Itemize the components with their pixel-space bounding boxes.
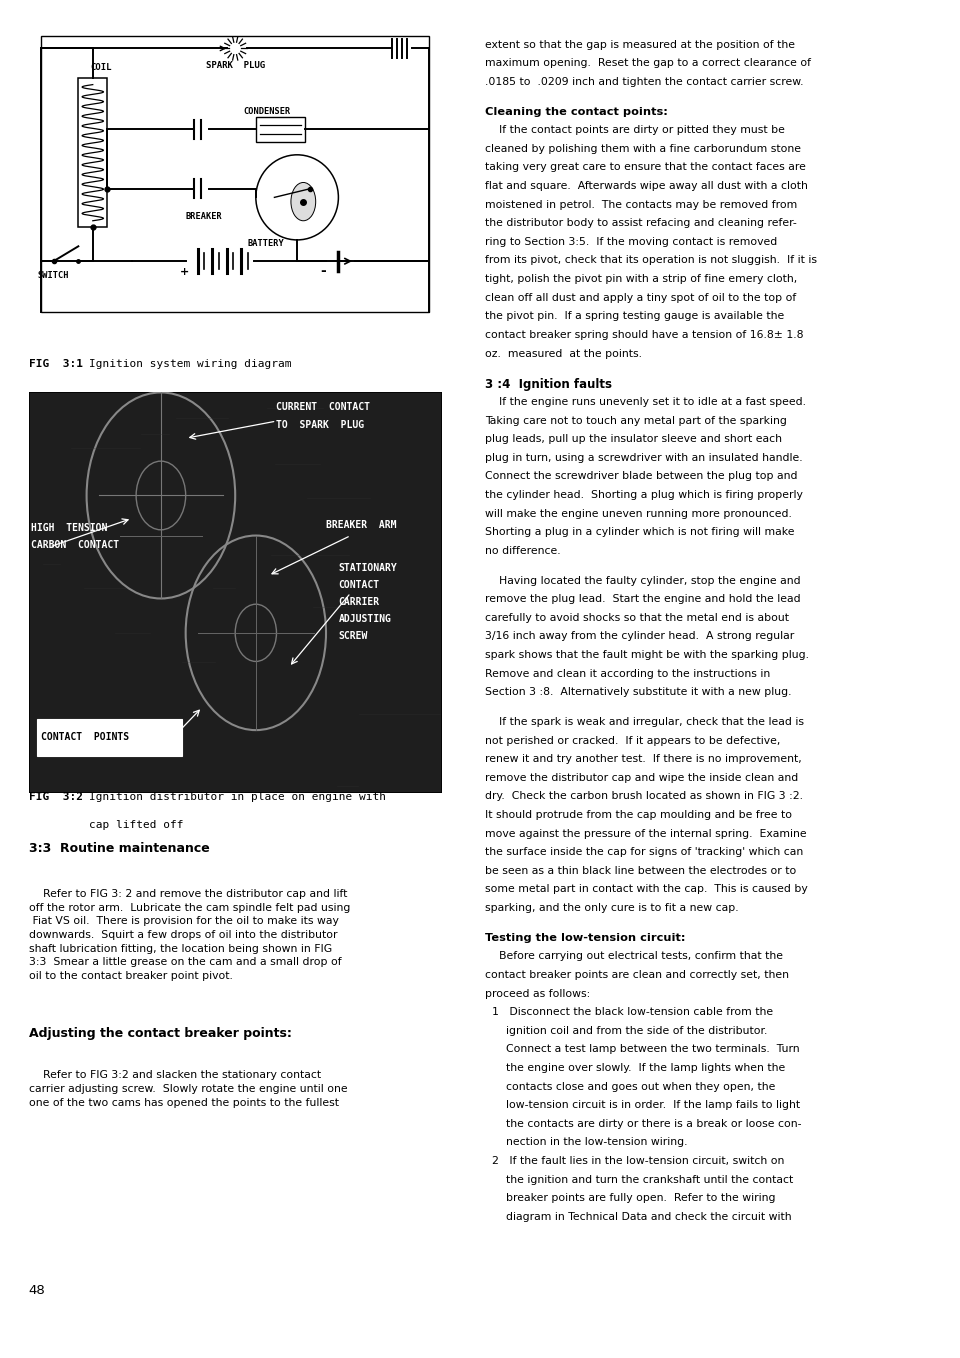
Ellipse shape [291,182,316,221]
Text: 3/16 inch away from the cylinder head.  A strong regular: 3/16 inch away from the cylinder head. A… [485,631,794,641]
Text: nection in the low-tension wiring.: nection in the low-tension wiring. [485,1138,687,1148]
Text: the pivot pin.  If a spring testing gauge is available the: the pivot pin. If a spring testing gauge… [485,311,784,322]
Text: cleaned by polishing them with a fine carborundum stone: cleaned by polishing them with a fine ca… [485,144,801,153]
Text: plug leads, pull up the insulator sleeve and short each: plug leads, pull up the insulator sleeve… [485,435,781,444]
Text: Remove and clean it according to the instructions in: Remove and clean it according to the ins… [485,668,770,679]
Text: CARRIER: CARRIER [339,598,379,607]
Text: remove the distributor cap and wipe the inside clean and: remove the distributor cap and wipe the … [485,773,798,782]
Text: 48: 48 [29,1283,45,1297]
Text: no difference.: no difference. [485,546,561,555]
Text: If the spark is weak and irregular, check that the lead is: If the spark is weak and irregular, chec… [485,717,804,727]
Text: contact breaker spring should have a tension of 16.8± 1.8: contact breaker spring should have a ten… [485,330,804,340]
Text: Ignition distributor in place on engine with: Ignition distributor in place on engine … [88,792,386,801]
Text: sparking, and the only cure is to fit a new cap.: sparking, and the only cure is to fit a … [485,903,738,913]
Text: contacts close and goes out when they open, the: contacts close and goes out when they op… [485,1082,775,1092]
Text: some metal part in contact with the cap.  This is caused by: some metal part in contact with the cap.… [485,884,807,895]
Text: move against the pressure of the internal spring.  Examine: move against the pressure of the interna… [485,828,806,839]
Text: diagram in Technical Data and check the circuit with: diagram in Technical Data and check the … [485,1211,791,1222]
Text: COIL: COIL [90,62,112,72]
Bar [255,117,305,143]
Text: Refer to FIG 3: 2 and remove the distributor cap and lift
off the rotor arm.  Lu: Refer to FIG 3: 2 and remove the distrib… [29,889,350,980]
Text: CONTACT  POINTS: CONTACT POINTS [41,732,130,743]
Text: ring to Section 3:5.  If the moving contact is removed: ring to Section 3:5. If the moving conta… [485,236,777,247]
Text: If the engine runs unevenly set it to idle at a fast speed.: If the engine runs unevenly set it to id… [485,397,805,407]
Text: contact breaker points are clean and correctly set, then: contact breaker points are clean and cor… [485,970,789,980]
Text: BREAKER  ARM: BREAKER ARM [326,520,396,530]
Text: tight, polish the pivot pin with a strip of fine emery cloth,: tight, polish the pivot pin with a strip… [485,274,797,284]
Text: Adjusting the contact breaker points:: Adjusting the contact breaker points: [29,1027,292,1040]
Text: will make the engine uneven running more pronounced.: will make the engine uneven running more… [485,508,792,519]
Text: 3 :4  Ignition faults: 3 :4 Ignition faults [485,379,612,391]
Text: FIG  3:1: FIG 3:1 [29,359,83,368]
Text: CARBON  CONTACT: CARBON CONTACT [31,540,119,550]
Text: TO  SPARK  PLUG: TO SPARK PLUG [276,420,365,429]
Text: clean off all dust and apply a tiny spot of oil to the top of: clean off all dust and apply a tiny spot… [485,293,796,303]
Text: flat and square.  Afterwards wipe away all dust with a cloth: flat and square. Afterwards wipe away al… [485,181,807,191]
Text: Refer to FIG 3:2 and slacken the stationary contact
carrier adjusting screw.  Sl: Refer to FIG 3:2 and slacken the station… [29,1070,348,1108]
Text: Ignition system wiring diagram: Ignition system wiring diagram [88,359,291,368]
Text: 3:3  Routine maintenance: 3:3 Routine maintenance [29,842,209,856]
Text: CURRENT  CONTACT: CURRENT CONTACT [276,402,371,413]
Text: proceed as follows:: proceed as follows: [485,989,590,998]
Text: FIG  3:2: FIG 3:2 [29,792,83,801]
Bar [37,718,181,756]
Text: carefully to avoid shocks so that the metal end is about: carefully to avoid shocks so that the me… [485,612,789,623]
Text: It should protrude from the cap moulding and be free to: It should protrude from the cap moulding… [485,809,792,820]
Text: .0185 to  .0209 inch and tighten the contact carrier screw.: .0185 to .0209 inch and tighten the cont… [485,77,804,87]
Text: 1   Disconnect the black low-tension cable from the: 1 Disconnect the black low-tension cable… [485,1008,773,1017]
Text: moistened in petrol.  The contacts may be removed from: moistened in petrol. The contacts may be… [485,200,797,209]
Text: the surface inside the cap for signs of 'tracking' which can: the surface inside the cap for signs of … [485,847,804,857]
Text: oz.  measured  at the points.: oz. measured at the points. [485,349,642,359]
Text: not perished or cracked.  If it appears to be defective,: not perished or cracked. If it appears t… [485,736,780,746]
Text: SWITCH: SWITCH [37,272,68,280]
Text: Section 3 :8.  Alternatively substitute it with a new plug.: Section 3 :8. Alternatively substitute i… [485,687,791,697]
Text: Before carrying out electrical tests, confirm that the: Before carrying out electrical tests, co… [485,952,782,961]
Text: extent so that the gap is measured at the position of the: extent so that the gap is measured at th… [485,39,795,50]
Text: be seen as a thin black line between the electrodes or to: be seen as a thin black line between the… [485,866,796,876]
Text: Shorting a plug in a cylinder which is not firing will make: Shorting a plug in a cylinder which is n… [485,527,794,538]
Text: BATTERY: BATTERY [248,239,284,249]
Text: the cylinder head.  Shorting a plug which is firing properly: the cylinder head. Shorting a plug which… [485,490,803,500]
Text: SPARK  PLUG: SPARK PLUG [205,61,265,69]
Text: Connect a test lamp between the two terminals.  Turn: Connect a test lamp between the two term… [485,1044,800,1054]
Text: ignition coil and from the side of the distributor.: ignition coil and from the side of the d… [485,1025,767,1036]
Text: breaker points are fully open.  Refer to the wiring: breaker points are fully open. Refer to … [485,1194,776,1203]
Text: If the contact points are dirty or pitted they must be: If the contact points are dirty or pitte… [485,125,784,136]
Text: maximum opening.  Reset the gap to a correct clearance of: maximum opening. Reset the gap to a corr… [485,58,811,68]
Text: HIGH  TENSION: HIGH TENSION [31,523,108,532]
Text: the ignition and turn the crankshaft until the contact: the ignition and turn the crankshaft unt… [485,1175,793,1184]
Text: Having located the faulty cylinder, stop the engine and: Having located the faulty cylinder, stop… [485,576,801,585]
Text: Testing the low-tension circuit:: Testing the low-tension circuit: [485,933,685,942]
Text: renew it and try another test.  If there is no improvement,: renew it and try another test. If there … [485,754,802,765]
Text: -: - [320,263,325,278]
Text: spark shows that the fault might be with the sparking plug.: spark shows that the fault might be with… [485,650,808,660]
Text: the engine over slowly.  If the lamp lights when the: the engine over slowly. If the lamp ligh… [485,1063,785,1073]
Text: CONDENSER: CONDENSER [244,107,291,117]
Bar [79,79,108,227]
Text: from its pivot, check that its operation is not sluggish.  If it is: from its pivot, check that its operation… [485,255,817,265]
Text: remove the plug lead.  Start the engine and hold the lead: remove the plug lead. Start the engine a… [485,595,801,604]
Text: plug in turn, using a screwdriver with an insulated handle.: plug in turn, using a screwdriver with a… [485,452,803,463]
Text: the distributor body to assist refacing and cleaning refer-: the distributor body to assist refacing … [485,219,797,228]
Text: 2   If the fault lies in the low-tension circuit, switch on: 2 If the fault lies in the low-tension c… [485,1156,784,1167]
Text: CONTACT: CONTACT [339,580,379,589]
Text: STATIONARY: STATIONARY [339,562,397,573]
Text: the contacts are dirty or there is a break or loose con-: the contacts are dirty or there is a bre… [485,1119,802,1128]
Text: taking very great care to ensure that the contact faces are: taking very great care to ensure that th… [485,163,805,172]
Text: ADJUSTING: ADJUSTING [339,614,392,625]
Text: +: + [180,266,189,277]
Text: SCREW: SCREW [339,631,368,641]
Bar [41,35,429,312]
Text: Cleaning the contact points:: Cleaning the contact points: [485,107,667,117]
Text: Taking care not to touch any metal part of the sparking: Taking care not to touch any metal part … [485,416,786,425]
Text: BREAKER: BREAKER [185,212,223,220]
Text: dry.  Check the carbon brush located as shown in FIG 3 :2.: dry. Check the carbon brush located as s… [485,792,803,801]
Text: low-tension circuit is in order.  If the lamp fails to light: low-tension circuit is in order. If the … [485,1100,800,1111]
Text: cap lifted off: cap lifted off [88,820,183,830]
Text: Connect the screwdriver blade between the plug top and: Connect the screwdriver blade between th… [485,471,798,481]
